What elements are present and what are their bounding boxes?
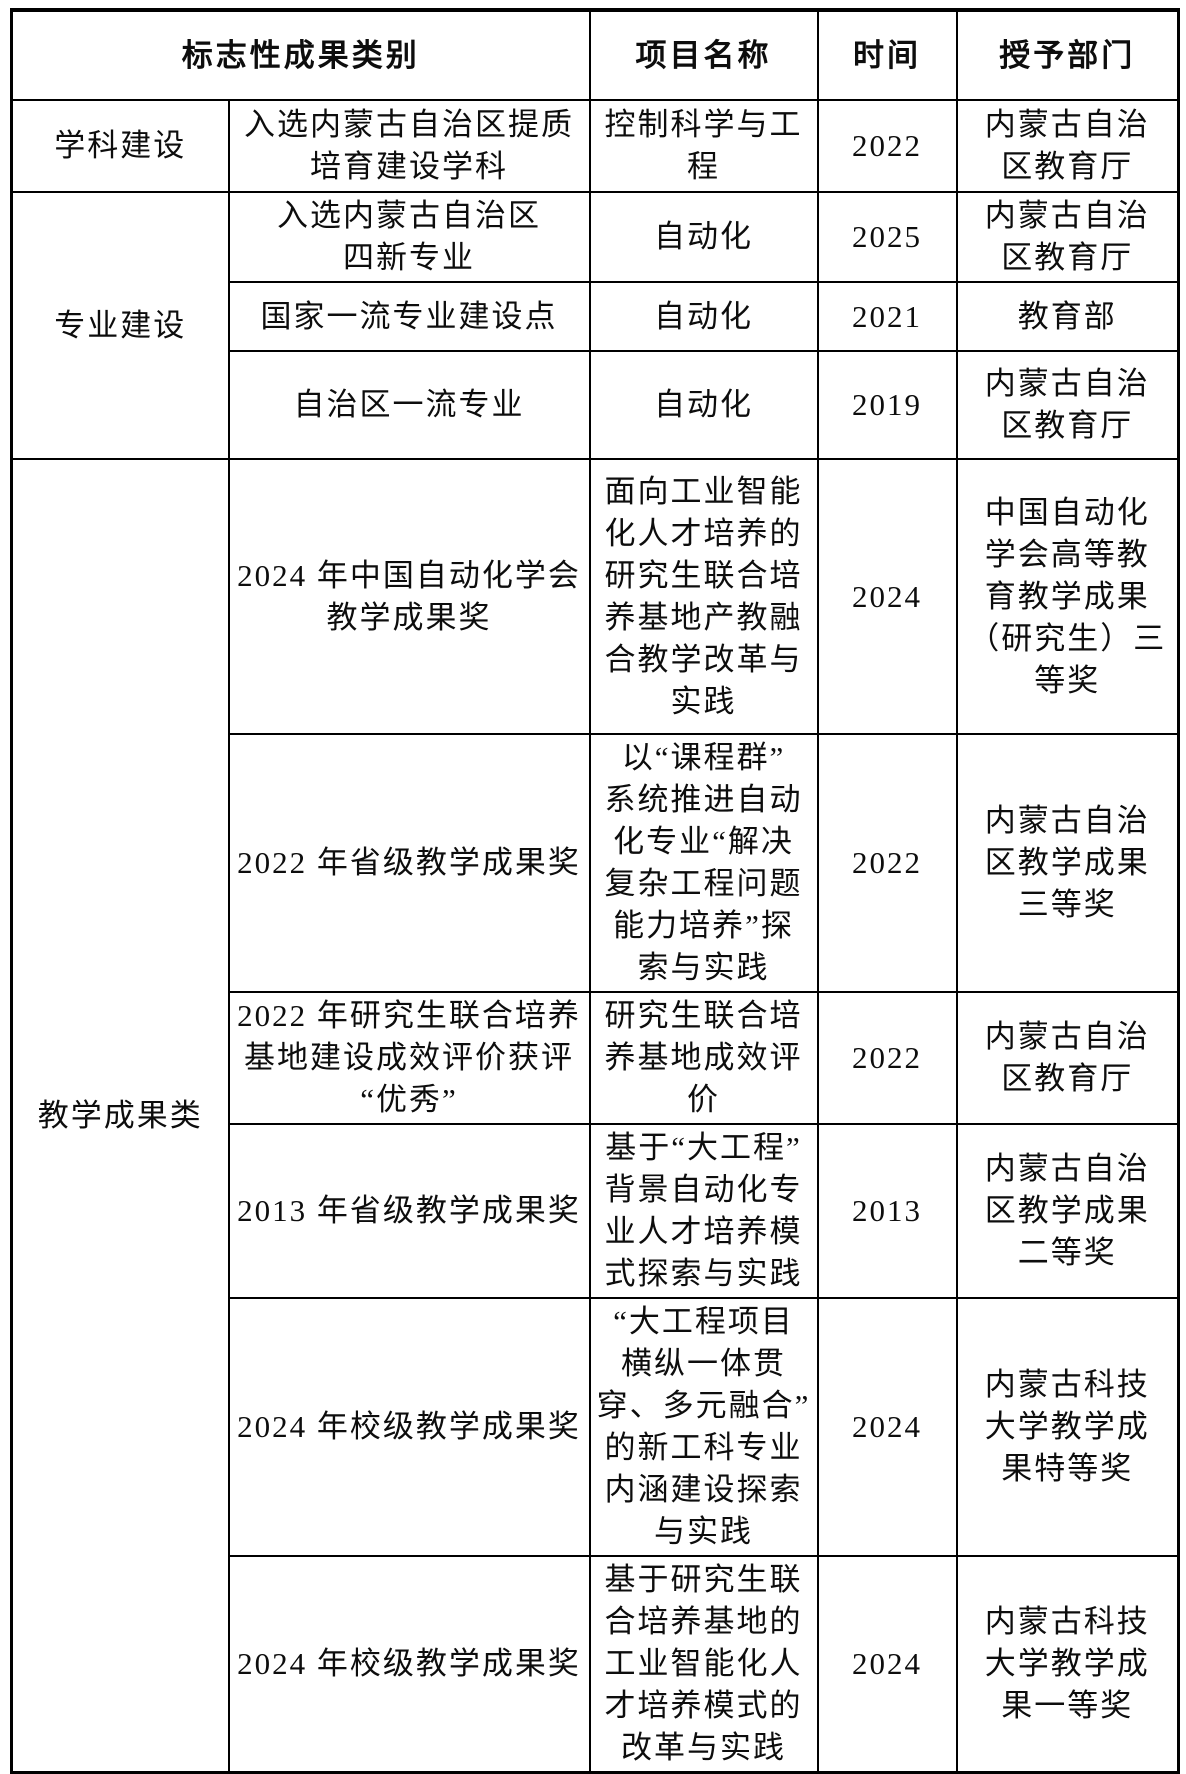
achievement-name-cell: 入选内蒙古自治区 四新专业 [227,191,591,283]
achievement-name-cell: 国家一流专业建设点 [227,281,591,352]
achievement-name-cell: 2022 年省级教学成果奖 [227,733,591,993]
department-cell: 中国自动化 学会高等教 育教学成果 （研究生）三 等奖 [955,458,1180,735]
achievement-name-cell: 2022 年研究生联合培养 基地建设成效评价获评 “优秀” [227,991,591,1125]
year-cell: 2022 [816,99,958,193]
year-cell: 2021 [816,281,958,352]
table-row: 自治区一流专业 自动化 2019 内蒙古自治 区教育厅 [12,350,1180,460]
year-cell: 2024 [816,458,958,735]
category-cell: 学科建设 [10,99,230,193]
table-row: 2013 年省级教学成果奖 基于“大工程” 背景自动化专 业人才培养模 式探索与… [12,1123,1180,1299]
department-cell: 内蒙古自治 区教育厅 [955,99,1180,193]
table-row: 学科建设 入选内蒙古自治区提质 培育建设学科 控制科学与工 程 2022 内蒙古… [10,99,1180,193]
header-category: 标志性成果类别 [10,9,591,101]
year-cell: 2019 [816,350,958,460]
department-cell: 内蒙古自治 区教学成果 二等奖 [955,1123,1180,1299]
year-cell: 2024 [816,1297,958,1557]
project-name-cell: 自动化 [588,191,819,283]
department-cell: 内蒙古自治 区教育厅 [955,191,1180,283]
achievements-table: 标志性成果类别 项目名称 时间 授予部门 学科建设 入选内蒙古自治区提质 培育建… [10,8,1180,1774]
project-name-cell: “大工程项目 横纵一体贯 穿、多元融合” 的新工科专业 内涵建设探索 与实践 [588,1297,819,1557]
department-cell: 内蒙古自治 区教学成果 三等奖 [955,733,1180,993]
category-cell: 教学成果类 [10,458,230,1774]
project-name-cell: 控制科学与工 程 [588,99,819,193]
header-project-name: 项目名称 [588,9,819,101]
project-name-cell: 基于“大工程” 背景自动化专 业人才培养模 式探索与实践 [588,1123,819,1299]
achievement-name-cell: 自治区一流专业 [227,350,591,460]
table-header-row: 标志性成果类别 项目名称 时间 授予部门 [10,9,1180,101]
department-cell: 教育部 [955,281,1180,352]
project-name-cell: 自动化 [588,281,819,352]
achievement-name-cell: 入选内蒙古自治区提质 培育建设学科 [227,99,591,193]
project-name-cell: 基于研究生联 合培养基地的 工业智能化人 才培养模式的 改革与实践 [588,1555,819,1774]
project-name-cell: 研究生联合培 养基地成效评 价 [588,991,819,1125]
project-name-cell: 面向工业智能 化人才培养的 研究生联合培 养基地产教融 合教学改革与 实践 [588,458,819,735]
department-cell: 内蒙古科技 大学教学成 果特等奖 [955,1297,1180,1557]
achievement-name-cell: 2024 年校级教学成果奖 [227,1555,591,1774]
year-cell: 2025 [816,191,958,283]
year-cell: 2022 [816,733,958,993]
project-name-cell: 以“课程群” 系统推进自动 化专业“解决 复杂工程问题 能力培养”探 索与实践 [588,733,819,993]
header-time: 时间 [816,9,958,101]
department-cell: 内蒙古自治 区教育厅 [955,991,1180,1125]
table-row: 2024 年校级教学成果奖 基于研究生联 合培养基地的 工业智能化人 才培养模式… [12,1555,1180,1774]
table-row: 专业建设 入选内蒙古自治区 四新专业 自动化 2025 内蒙古自治 区教育厅 [10,191,1180,460]
department-cell: 内蒙古科技 大学教学成 果一等奖 [955,1555,1180,1774]
header-awarding-department: 授予部门 [955,9,1180,101]
achievement-name-cell: 2024 年中国自动化学会 教学成果奖 [227,458,591,735]
table-row: 教学成果类 2024 年中国自动化学会 教学成果奖 面向工业智能 化人才培养的 … [10,458,1180,1774]
table-row: 国家一流专业建设点 自动化 2021 教育部 [12,281,1180,352]
achievement-name-cell: 2013 年省级教学成果奖 [227,1123,591,1299]
category-cell: 专业建设 [10,191,230,460]
department-cell: 内蒙古自治 区教育厅 [955,350,1180,460]
year-cell: 2013 [816,1123,958,1299]
project-name-cell: 自动化 [588,350,819,460]
table-row: 2022 年研究生联合培养 基地建设成效评价获评 “优秀” 研究生联合培 养基地… [12,991,1180,1125]
table-row: 2022 年省级教学成果奖 以“课程群” 系统推进自动 化专业“解决 复杂工程问… [12,733,1180,993]
achievement-name-cell: 2024 年校级教学成果奖 [227,1297,591,1557]
year-cell: 2024 [816,1555,958,1774]
year-cell: 2022 [816,991,958,1125]
table-row: 2024 年校级教学成果奖 “大工程项目 横纵一体贯 穿、多元融合” 的新工科专… [12,1297,1180,1557]
